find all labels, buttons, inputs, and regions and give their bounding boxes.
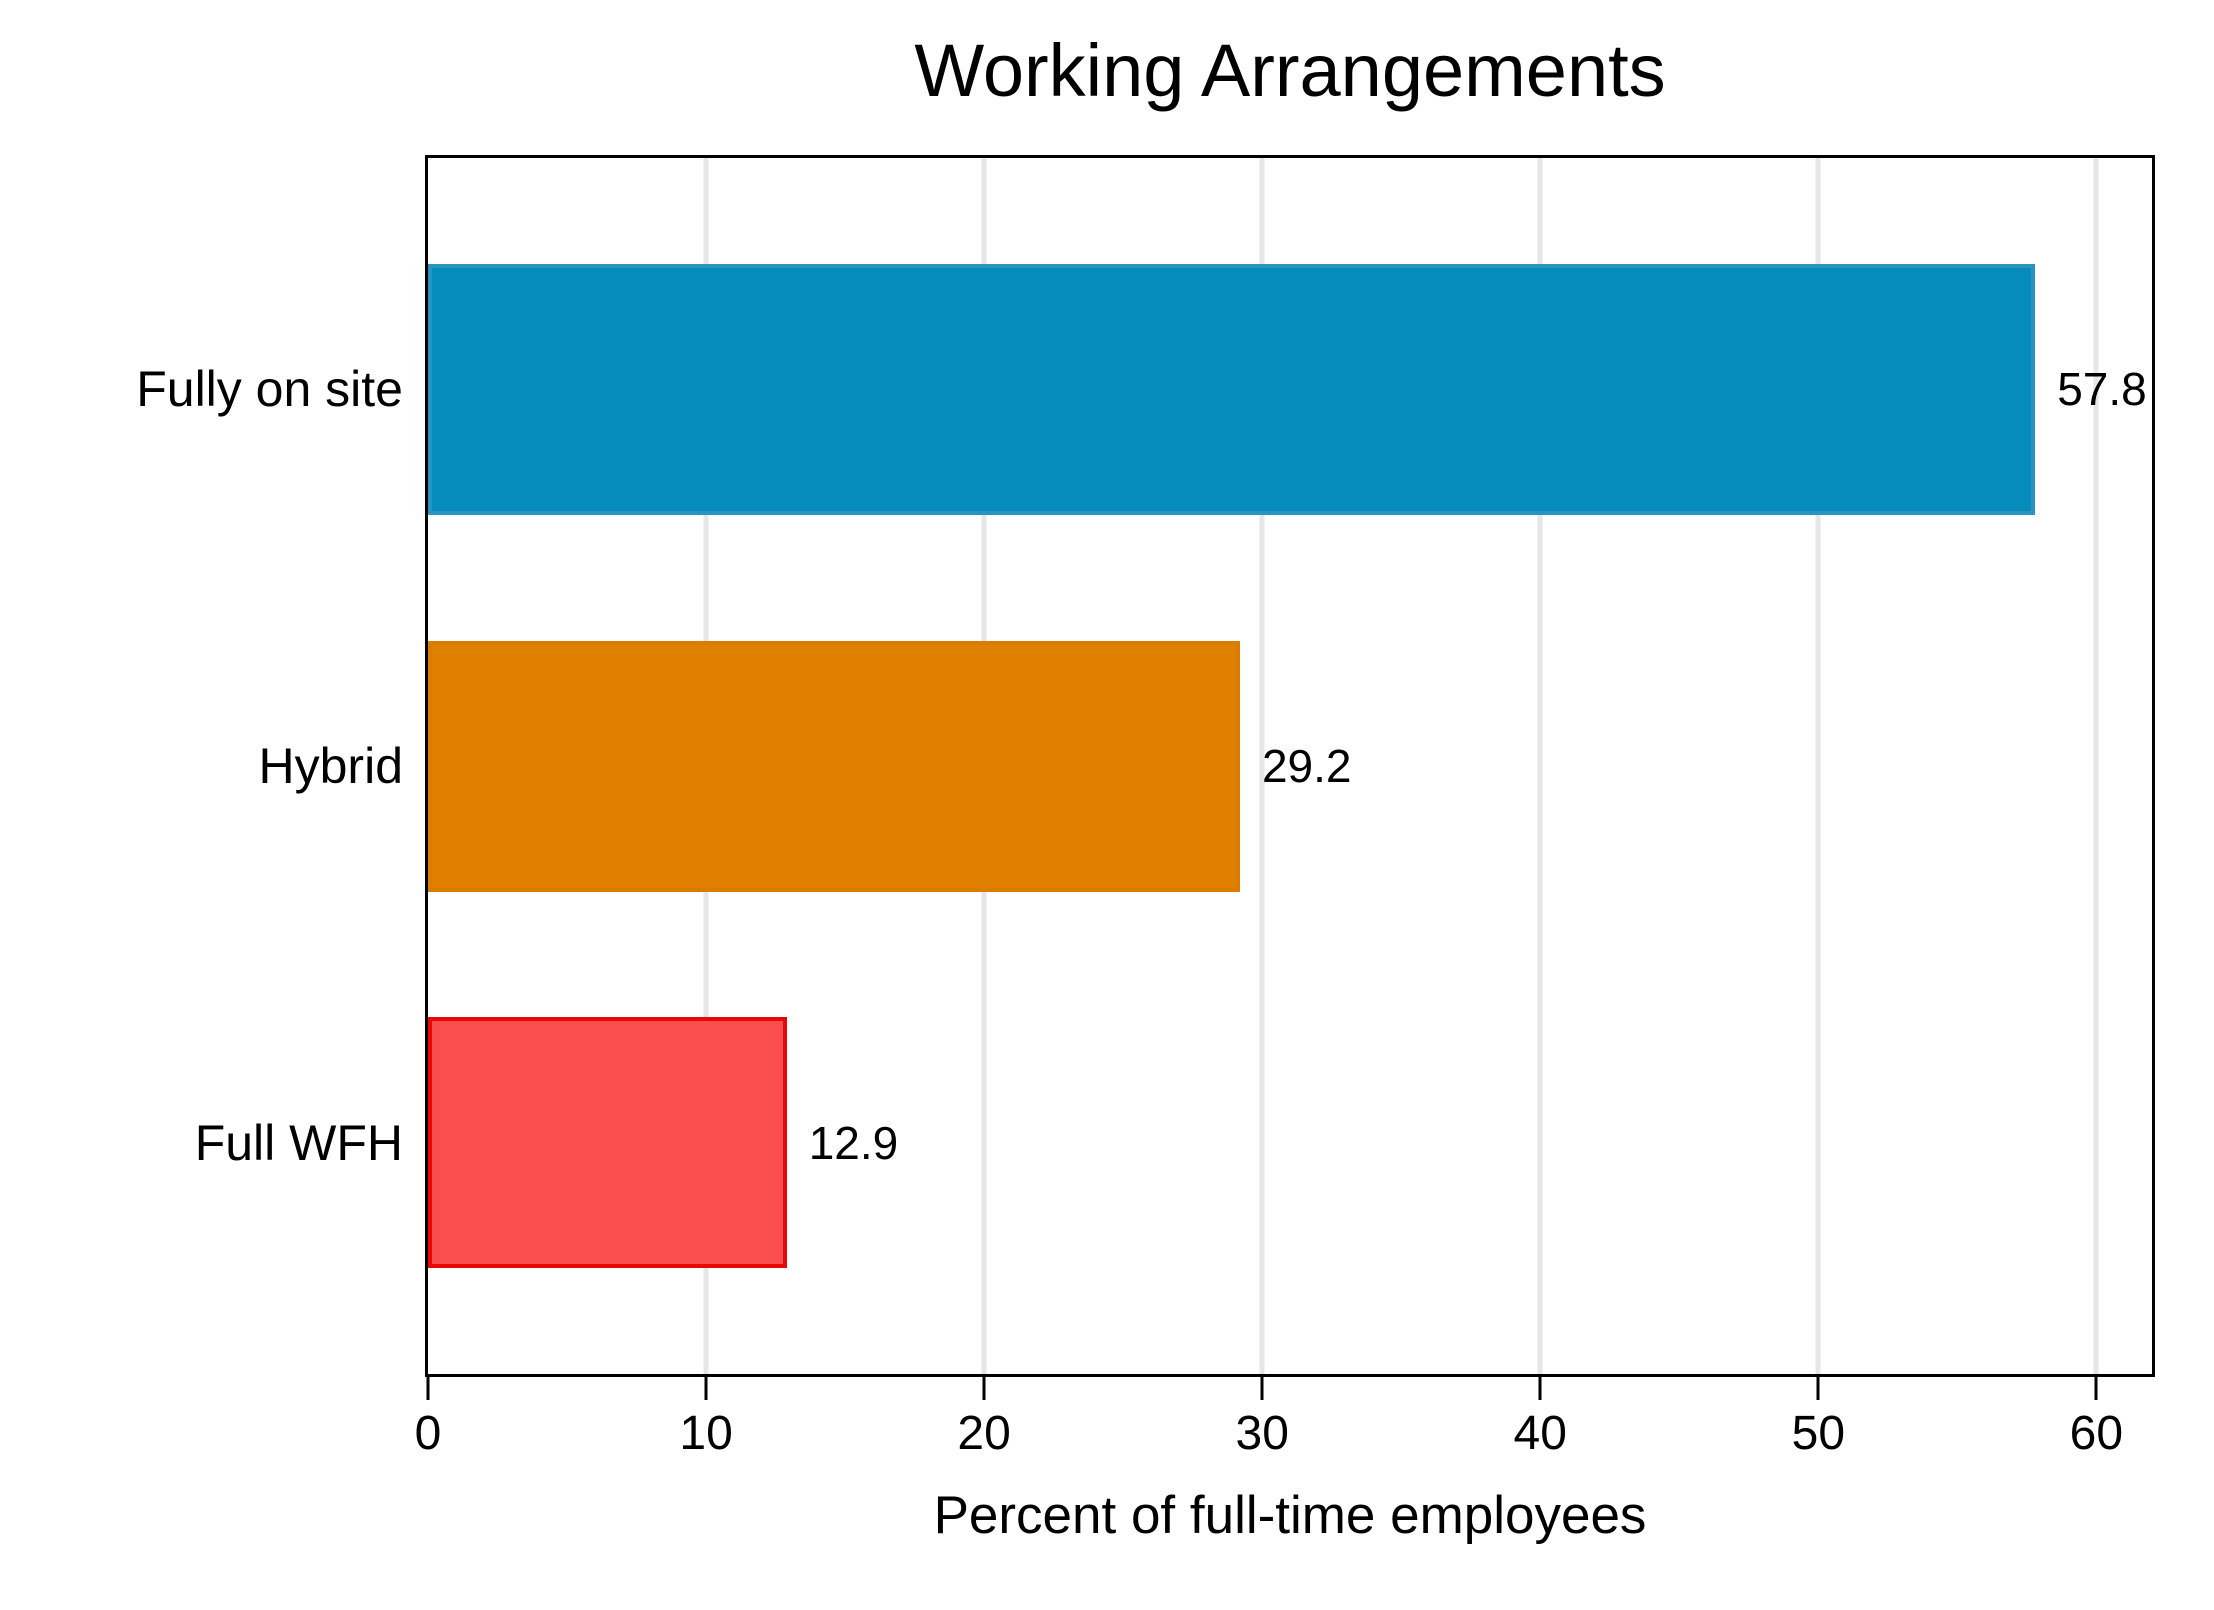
x-tick-label-60: 60 (2069, 1407, 2124, 1460)
gridline-x-40 (1537, 158, 1543, 1374)
gridline-x-30 (1259, 158, 1265, 1374)
x-tick-mark-0 (426, 1377, 430, 1400)
x-tick-mark-30 (1260, 1377, 1264, 1400)
x-tick-label-20: 20 (957, 1407, 1011, 1460)
category-label-full-wfh: Full WFH (194, 1114, 403, 1171)
gridline-x-60 (2093, 158, 2099, 1374)
value-label-full-wfh: 12.9 (808, 1116, 899, 1169)
x-tick-mark-40 (1538, 1377, 1542, 1400)
value-label-hybrid: 29.2 (1261, 740, 1352, 792)
category-label-hybrid: Hybrid (258, 738, 403, 794)
bar-full-wfh (428, 1017, 787, 1269)
category-label-fully-on-site: Fully on site (136, 361, 403, 418)
value-label-fully-on-site: 57.8 (2057, 363, 2147, 416)
bar-fully-on-site (428, 263, 2036, 515)
x-tick-mark-20 (982, 1377, 986, 1400)
x-tick-mark-50 (1816, 1377, 1820, 1400)
bar-hybrid (428, 640, 1240, 892)
x-axis-label: Percent of full-time employees (933, 1486, 1647, 1545)
x-tick-label-30: 30 (1235, 1407, 1289, 1460)
x-tick-label-10: 10 (679, 1407, 733, 1460)
x-tick-label-50: 50 (1791, 1407, 1846, 1460)
x-tick-label-0: 0 (414, 1407, 442, 1460)
plot-area: 57.8 29.2 12.9 0 10 20 30 40 50 60 (415, 155, 2155, 1460)
gridline-x-50 (1815, 158, 1821, 1374)
x-tick-mark-60 (2094, 1377, 2098, 1400)
x-tick-label-40: 40 (1513, 1407, 1567, 1460)
x-tick-mark-10 (704, 1377, 708, 1400)
chart-title: Working Arrangements (914, 29, 1666, 112)
